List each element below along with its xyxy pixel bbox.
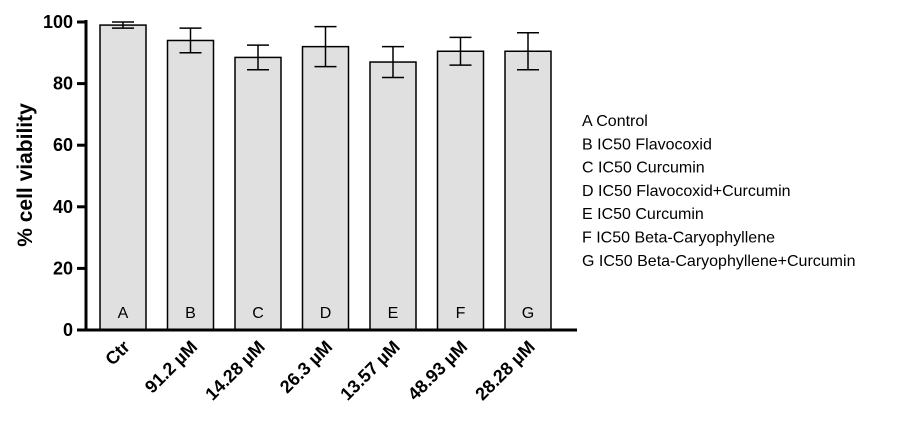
bar-g	[504, 50, 552, 331]
bar-letter-label: D	[320, 305, 332, 322]
bar-letter-label: G	[522, 305, 534, 322]
x-tick-label: 48.93 µM	[404, 337, 471, 404]
bar-letter-label: F	[456, 305, 466, 322]
bar-letter-label: B	[185, 305, 196, 322]
bars-layer: A B C D E F G	[99, 24, 552, 331]
legend-entry: F IC50 Beta-Caryophyllene	[582, 230, 775, 247]
bar-letter-label: A	[118, 305, 129, 322]
bar-c	[234, 56, 282, 331]
legend-entry: C IC50 Curcumin	[582, 160, 705, 177]
legend-entry: D IC50 Flavocoxid+Curcumin	[582, 183, 791, 200]
bar-f	[436, 50, 485, 331]
bar-letter-label: E	[388, 305, 399, 322]
y-axis-label: % cell viability	[14, 103, 37, 247]
y-tick-label: 60	[53, 135, 73, 155]
x-tick-label: 28.28 µM	[471, 337, 538, 404]
x-tick-label: 26.3 µM	[276, 337, 336, 397]
y-tick-label: 20	[53, 258, 73, 278]
legend-entry: A Control	[582, 113, 648, 130]
y-tick-label: 40	[53, 197, 73, 217]
x-tick-label: Ctr	[101, 337, 134, 370]
x-tick-label: 13.57 µM	[336, 337, 403, 404]
y-tick-label: 100	[43, 12, 73, 32]
legend-entry: E IC50 Curcumin	[582, 206, 704, 223]
y-tick-label: 0	[63, 320, 73, 340]
bar-a	[99, 24, 147, 331]
bar-d	[301, 45, 350, 331]
error-bars-layer	[112, 21, 539, 79]
legend-entry: B IC50 Flavocoxid	[582, 136, 712, 153]
legend-entry: G IC50 Beta-Caryophyllene+Curcumin	[582, 253, 855, 270]
bar-letter-label: C	[252, 305, 264, 322]
legend: A Control B IC50 Flavocoxid C IC50 Curcumi…	[582, 113, 855, 270]
x-tick-label: 14.28 µM	[201, 337, 268, 404]
bar-b	[166, 39, 215, 331]
y-tick-label: 80	[53, 74, 73, 94]
x-tick-label: 91.2 µM	[141, 337, 201, 397]
bar-e	[369, 61, 417, 331]
